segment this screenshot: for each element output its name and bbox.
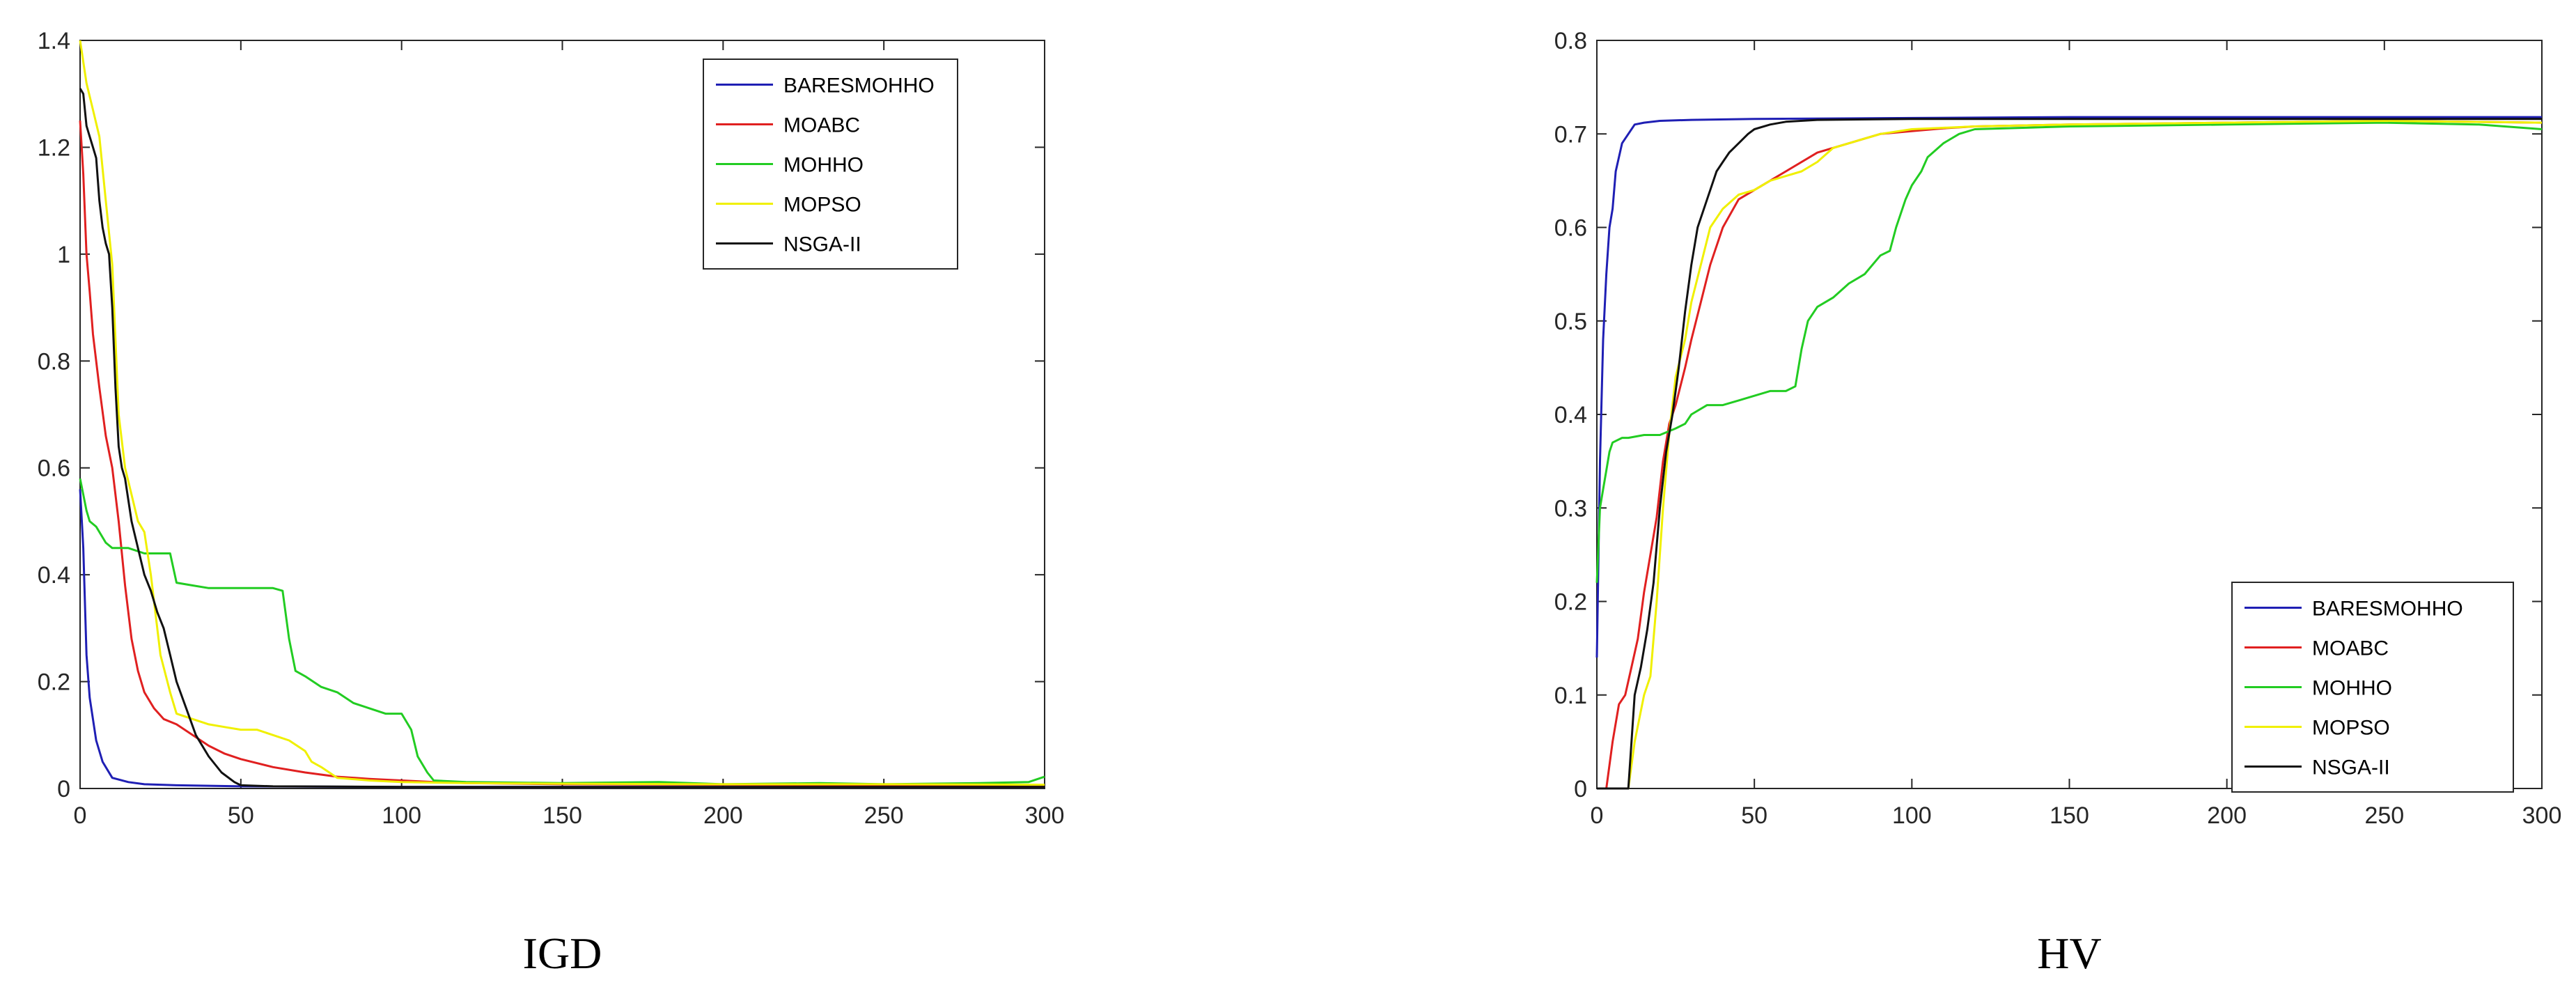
x-tick-label: 50 bbox=[228, 802, 254, 829]
series-line-mopso bbox=[79, 40, 1045, 786]
y-tick-label: 1.2 bbox=[38, 134, 70, 161]
legend-label: BARESMOHHO bbox=[2312, 598, 2463, 621]
x-tick-label: 200 bbox=[2207, 802, 2247, 829]
y-tick-label: 0.8 bbox=[1554, 28, 1587, 54]
series-line-mohho bbox=[79, 478, 1045, 786]
igd-chart: 0 50 100 150 200 250 300 0 0.2 0.4 0.6 0.8 1 1.2 1.4 BA… bbox=[38, 28, 1065, 978]
y-tick-label: 0.2 bbox=[1554, 589, 1587, 616]
x-tick-label: 150 bbox=[542, 802, 582, 829]
legend-label: MOABC bbox=[2312, 637, 2389, 660]
x-tick-label: 300 bbox=[2522, 802, 2562, 829]
chart-caption: HV bbox=[2037, 928, 2101, 978]
series-line-baresmohho bbox=[1595, 116, 2542, 658]
y-tick-label: 0.1 bbox=[1554, 683, 1587, 709]
y-tick-label: 0.3 bbox=[1554, 495, 1587, 522]
legend-label: BARESMOHHO bbox=[783, 75, 935, 98]
y-tick-label: 0.6 bbox=[38, 456, 70, 482]
legend-label: NSGA-II bbox=[783, 233, 861, 256]
legend-label: MOPSO bbox=[2312, 717, 2390, 740]
y-tick-label: 0.7 bbox=[1554, 121, 1587, 148]
x-tick-label: 250 bbox=[2364, 802, 2404, 829]
x-tick-label: 0 bbox=[1591, 802, 1604, 829]
x-tick-label: 100 bbox=[1892, 802, 1932, 829]
y-tick-label: 0.8 bbox=[38, 348, 70, 375]
y-tick-label: 1.4 bbox=[38, 28, 70, 54]
legend-label: MOHHO bbox=[783, 154, 864, 177]
series-line-mopso bbox=[1597, 120, 2543, 790]
y-tick-label: 0.2 bbox=[38, 669, 70, 696]
legend-label: NSGA-II bbox=[2312, 756, 2390, 779]
y-tick-label: 0.4 bbox=[38, 562, 70, 589]
y-tick-label: 0.6 bbox=[1554, 215, 1587, 242]
series-line-nsga-ii bbox=[1597, 118, 2542, 790]
x-tick-label: 250 bbox=[864, 802, 904, 829]
y-tick-label: 1 bbox=[57, 242, 70, 268]
y-tick-label: 0.4 bbox=[1554, 402, 1587, 428]
legend-label: MOHHO bbox=[2312, 677, 2392, 700]
hv-chart: 0 50 100 150 200 250 300 0 0.1 0.2 0.3 0.4 0.5 0.6 0.7… bbox=[1554, 28, 2562, 978]
x-tick-label: 150 bbox=[2050, 802, 2089, 829]
x-tick-label: 0 bbox=[74, 802, 87, 829]
y-tick-label: 0 bbox=[57, 776, 70, 802]
y-tick-label: 0.5 bbox=[1554, 309, 1587, 335]
y-tick-label: 0 bbox=[1574, 776, 1587, 802]
series-line-mohho bbox=[1595, 121, 2543, 583]
series-line-nsga-ii bbox=[79, 88, 1045, 788]
x-tick-label: 200 bbox=[703, 802, 743, 829]
chart-caption: IGD bbox=[523, 928, 602, 978]
x-tick-label: 300 bbox=[1025, 802, 1065, 829]
series-line-baresmohho bbox=[79, 489, 1045, 788]
x-tick-label: 100 bbox=[382, 802, 421, 829]
legend-label: MOABC bbox=[783, 114, 860, 137]
legend-label: MOPSO bbox=[783, 194, 861, 217]
x-tick-label: 50 bbox=[1741, 802, 1767, 829]
